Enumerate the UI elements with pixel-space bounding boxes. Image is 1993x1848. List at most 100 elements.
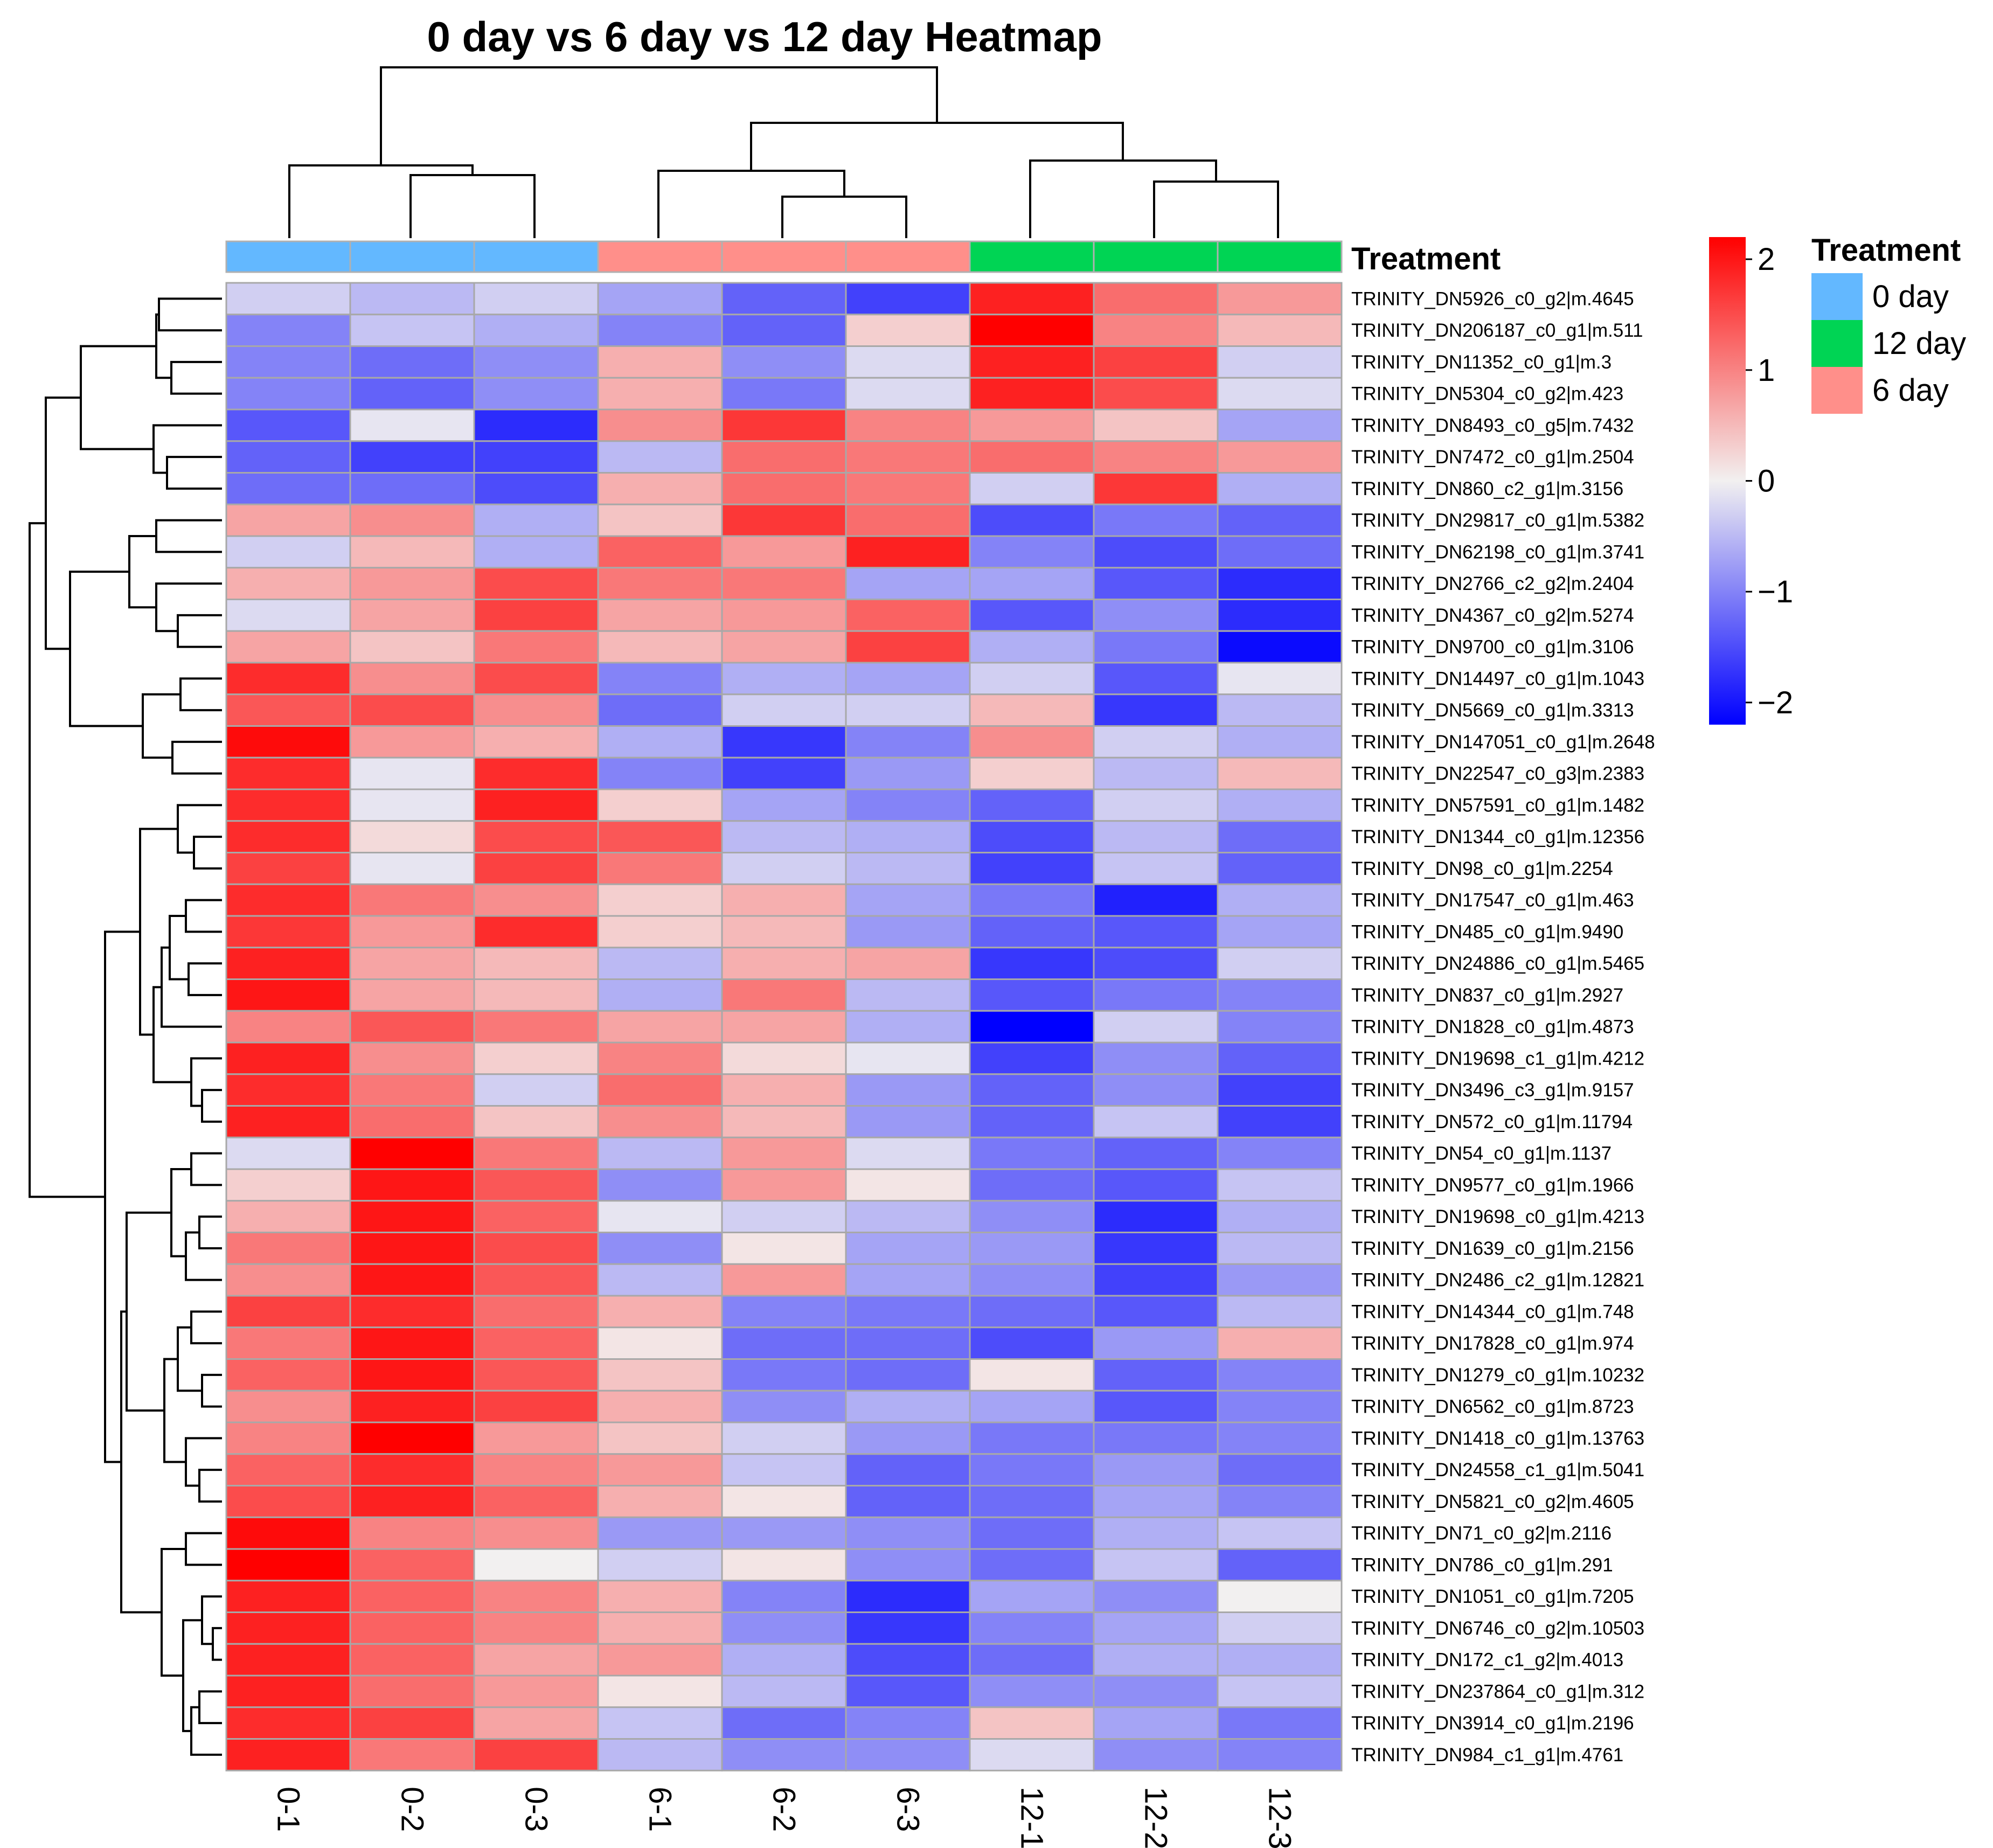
heatmap-cell: [1093, 1643, 1219, 1677]
row-label: TRINITY_DN19698_c1_g1|m.4212: [1351, 1048, 1644, 1069]
row-label: TRINITY_DN172_c1_g2|m.4013: [1351, 1650, 1623, 1671]
treatment-legend: 0 day 12 day 6 day: [1811, 273, 1966, 414]
heatmap-cell: [225, 1358, 351, 1392]
heatmap-cell: [1093, 1041, 1219, 1075]
heatmap-cell: [721, 1168, 847, 1202]
heatmap-cell: [349, 1326, 475, 1360]
heatmap-cell: [845, 1295, 971, 1329]
heatmap-cell: [349, 1390, 475, 1423]
row-label: TRINITY_DN54_c0_g1|m.1137: [1351, 1143, 1612, 1164]
heatmap-cell: [225, 1548, 351, 1582]
heatmap-cell: [1217, 1390, 1343, 1423]
row-label: TRINITY_DN237864_c0_g1|m.312: [1351, 1681, 1644, 1702]
legend-swatch: [1811, 367, 1863, 414]
heatmap-cell: [1093, 1706, 1219, 1740]
heatmap-cell: [1217, 1706, 1343, 1740]
heatmap-cell: [225, 314, 351, 347]
heatmap-cell: [1217, 503, 1343, 537]
heatmap-cell: [1217, 408, 1343, 442]
heatmap-cell: [225, 1232, 351, 1265]
heatmap-cell: [1217, 1010, 1343, 1044]
heatmap-cell: [845, 1073, 971, 1107]
heatmap-cell: [349, 1516, 475, 1550]
heatmap-cell: [349, 314, 475, 347]
heatmap-cell: [1093, 1548, 1219, 1582]
heatmap-cell: [845, 314, 971, 347]
row-label: TRINITY_DN4367_c0_g2|m.5274: [1351, 605, 1634, 626]
heatmap-cell: [597, 630, 723, 664]
heatmap-cell: [845, 820, 971, 853]
heatmap-cell: [225, 630, 351, 664]
heatmap-cell: [1093, 915, 1219, 949]
heatmap-cell: [721, 1232, 847, 1265]
heatmap-cell: [721, 314, 847, 347]
heatmap-cell: [349, 788, 475, 822]
heatmap-cell: [349, 1295, 475, 1329]
row-label: TRINITY_DN206187_c0_g1|m.511: [1351, 320, 1643, 341]
row-label: TRINITY_DN860_c2_g1|m.3156: [1351, 478, 1623, 499]
heatmap-cell: [225, 503, 351, 537]
heatmap-cell: [349, 1675, 475, 1708]
heatmap-cell: [225, 1421, 351, 1455]
heatmap-cell: [1217, 915, 1343, 949]
legend-label: 0 day: [1872, 279, 1949, 314]
heatmap-cell: [845, 978, 971, 1012]
heatmap-cell: [225, 567, 351, 600]
heatmap-cell: [225, 852, 351, 885]
heatmap-cell: [473, 1295, 599, 1329]
heatmap-cell: [225, 408, 351, 442]
legend-title: Treatment: [1811, 233, 1961, 268]
heatmap-cell: [349, 1168, 475, 1202]
heatmap-cell: [225, 472, 351, 505]
heatmap-cell: [721, 725, 847, 759]
row-label: TRINITY_DN5821_c0_g2|m.4605: [1351, 1491, 1634, 1512]
heatmap-cell: [969, 1073, 1095, 1107]
heatmap-cell: [225, 1643, 351, 1677]
heatmap-cell: [969, 1326, 1095, 1360]
row-label: TRINITY_DN98_c0_g1|m.2254: [1351, 858, 1613, 879]
heatmap-cell: [969, 377, 1095, 411]
heatmap-cell: [1093, 1263, 1219, 1297]
row-label: TRINITY_DN71_c0_g2|m.2116: [1351, 1523, 1612, 1544]
heatmap-cell: [1217, 1200, 1343, 1233]
heatmap-cell: [473, 1611, 599, 1645]
heatmap-cell: [349, 377, 475, 411]
heatmap-cell: [1093, 1453, 1219, 1486]
heatmap-cell: [225, 1295, 351, 1329]
heatmap-cell: [349, 1358, 475, 1392]
heatmap-cell: [721, 1295, 847, 1329]
heatmap-cell: [1093, 852, 1219, 885]
heatmap-cell: [969, 314, 1095, 347]
heatmap-cell: [845, 503, 971, 537]
heatmap-cell: [969, 1580, 1095, 1613]
heatmap-cell: [1217, 440, 1343, 474]
row-dendrogram: [29, 297, 222, 1756]
row-label: TRINITY_DN17828_c0_g1|m.974: [1351, 1333, 1634, 1354]
heatmap-cell: [597, 693, 723, 727]
heatmap-cell: [349, 345, 475, 379]
treatment-annotation-cell: [845, 240, 971, 273]
heatmap-cell: [349, 408, 475, 442]
heatmap-cell: [473, 314, 599, 347]
heatmap-cell: [597, 472, 723, 505]
heatmap-cell: [845, 1611, 971, 1645]
heatmap-cell: [349, 662, 475, 696]
heatmap-cell: [969, 1041, 1095, 1075]
heatmap-cell: [225, 282, 351, 316]
heatmap-cell: [225, 1200, 351, 1233]
heatmap-cell: [597, 915, 723, 949]
heatmap-cell: [473, 788, 599, 822]
heatmap-cell: [1217, 345, 1343, 379]
heatmap-cell: [969, 1485, 1095, 1518]
heatmap-cell: [1093, 282, 1219, 316]
heatmap-cell: [1093, 630, 1219, 664]
heatmap-cell: [969, 820, 1095, 853]
heatmap-cell: [721, 1516, 847, 1550]
heatmap-cell: [473, 1263, 599, 1297]
heatmap-cell: [349, 820, 475, 853]
heatmap-cell: [845, 1516, 971, 1550]
heatmap-cell: [597, 535, 723, 569]
heatmap-cell: [845, 1390, 971, 1423]
heatmap-cell: [225, 1580, 351, 1613]
heatmap-cell: [597, 1580, 723, 1613]
